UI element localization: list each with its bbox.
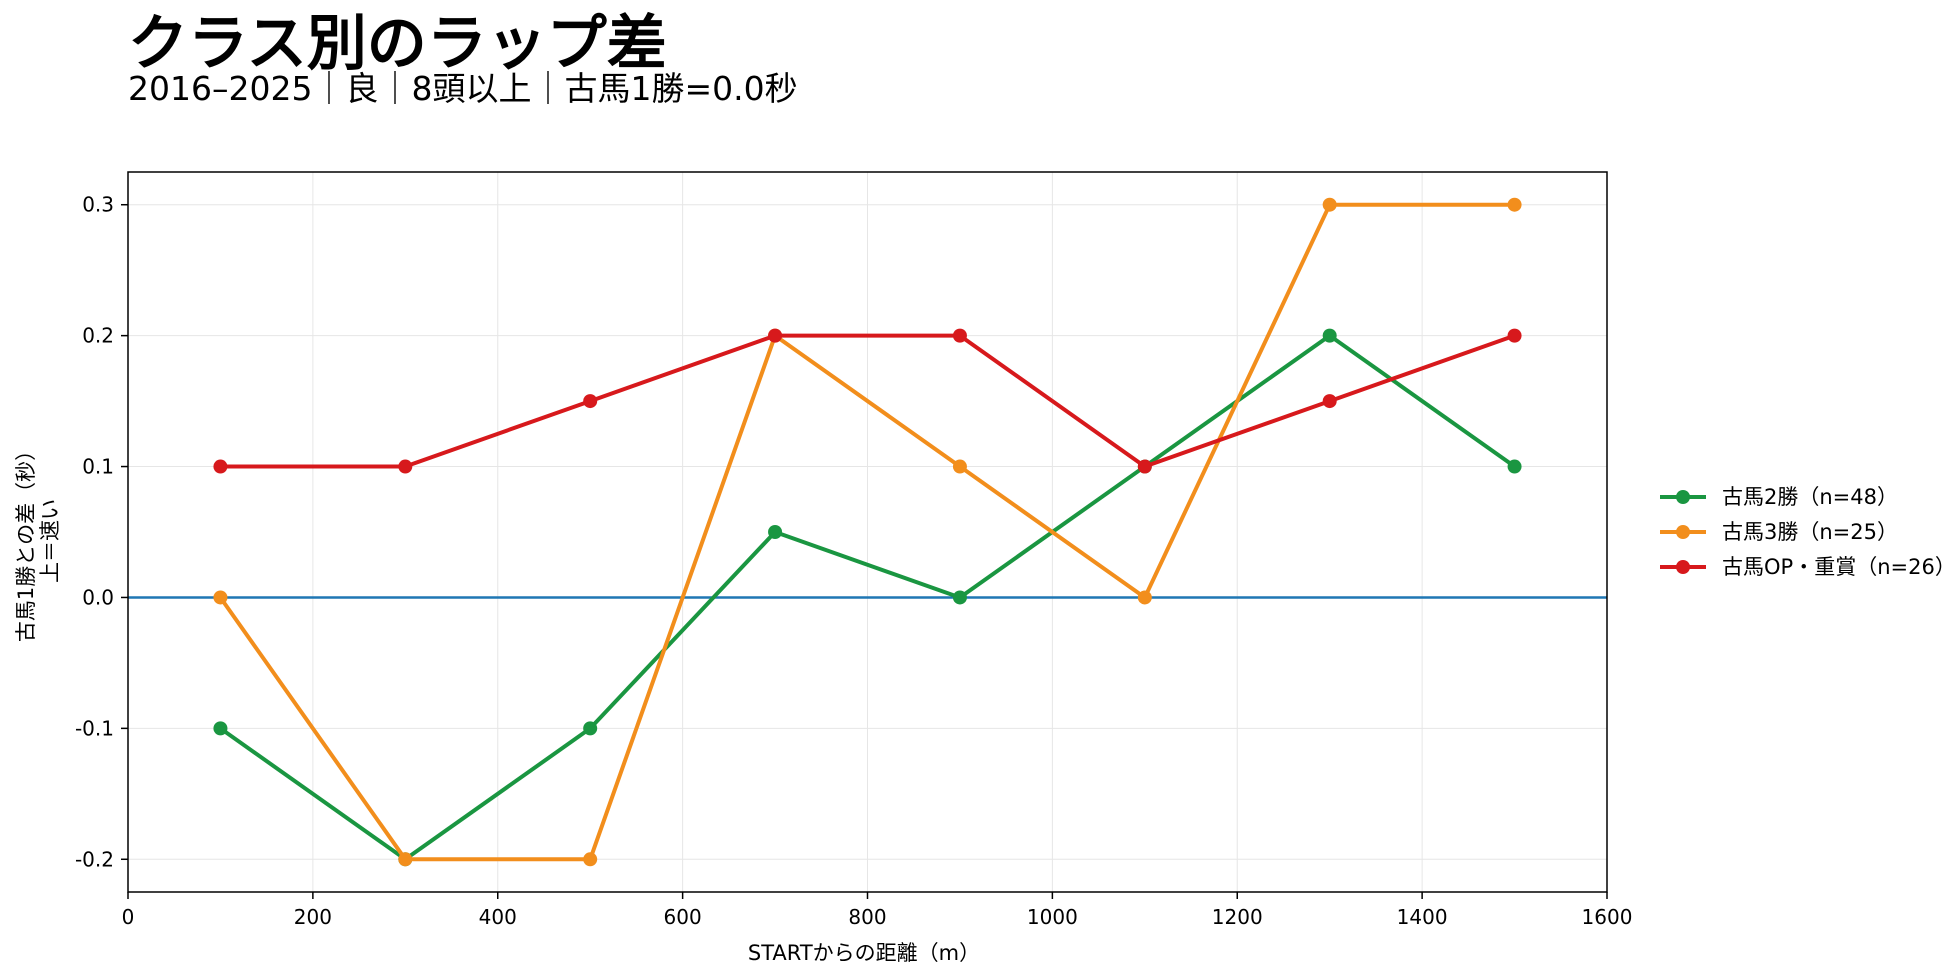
y-axis-label: 古馬1勝との差（秒） 上＝速い xyxy=(14,440,62,642)
y-tick-label: 0.0 xyxy=(82,585,114,609)
x-tick-label: 1600 xyxy=(1582,905,1633,929)
series-3-point xyxy=(398,459,413,474)
y-tick-label: 0.2 xyxy=(82,324,114,348)
series-3-point xyxy=(952,328,967,343)
legend-swatch-marker xyxy=(1676,560,1690,574)
series-1-point xyxy=(583,721,598,736)
series-1-point xyxy=(768,525,783,539)
chart-title: クラス別のラップ差 xyxy=(128,9,667,79)
x-tick-label: 400 xyxy=(479,905,517,929)
x-tick-label: 1200 xyxy=(1212,905,1263,929)
x-tick-label: 0 xyxy=(122,905,135,929)
legend-swatch-marker xyxy=(1676,490,1690,504)
series-3-point xyxy=(1322,394,1337,409)
legend: 古馬2勝（n=48） 古馬3勝（n=25） 古馬OP・重賞（n=26） xyxy=(1660,485,1956,579)
series-2-point xyxy=(1322,197,1337,212)
series-2-point xyxy=(583,852,598,867)
y-tick-label: 0.1 xyxy=(82,455,114,479)
series-1-point xyxy=(1322,328,1337,343)
chart-subtitle: 2016–2025｜良｜8頭以上｜古馬1勝=0.0秒 xyxy=(128,69,798,108)
series-1-point xyxy=(1507,459,1522,474)
y-axis-label-line-2: 上＝速い xyxy=(38,499,62,583)
series-2-point xyxy=(1137,590,1152,605)
series-line-3 xyxy=(218,333,1517,469)
series-3-point xyxy=(1507,328,1522,343)
y-axis-label-line-1: 古馬1勝との差（秒） xyxy=(14,440,38,642)
series-line-2 xyxy=(218,202,1517,862)
x-tick-label: 1400 xyxy=(1397,905,1448,929)
x-tick-label: 800 xyxy=(848,905,886,929)
legend-label: 古馬2勝（n=48） xyxy=(1722,485,1898,509)
plot-area: 0 200 400 600 800 1000 1200 1400 1600 -0.2 -0.1 0.0… xyxy=(75,171,1633,929)
x-axis-label: STARTからの距離（m） xyxy=(748,941,980,965)
series-3-point xyxy=(768,328,783,343)
series-2-point xyxy=(213,590,228,605)
series-1-point xyxy=(213,721,228,736)
legend-label: 古馬OP・重賞（n=26） xyxy=(1722,555,1956,579)
x-tick-label: 600 xyxy=(664,905,702,929)
legend-label: 古馬3勝（n=25） xyxy=(1722,520,1898,544)
y-tick-label: 0.3 xyxy=(82,193,114,217)
series-line-1 xyxy=(218,333,1517,862)
y-tick-label: -0.2 xyxy=(75,847,114,871)
series-3-point xyxy=(1137,459,1152,474)
series-2-point xyxy=(398,852,413,867)
legend-swatch-marker xyxy=(1676,525,1690,539)
series-3-point xyxy=(213,459,228,474)
x-tick-label: 200 xyxy=(294,905,332,929)
series-2-point xyxy=(952,459,967,474)
series-2-point xyxy=(1507,197,1522,212)
y-tick-label: -0.1 xyxy=(75,716,114,740)
x-tick-label: 1000 xyxy=(1027,905,1078,929)
series-1-point xyxy=(952,590,967,605)
series-3-point xyxy=(583,394,598,409)
